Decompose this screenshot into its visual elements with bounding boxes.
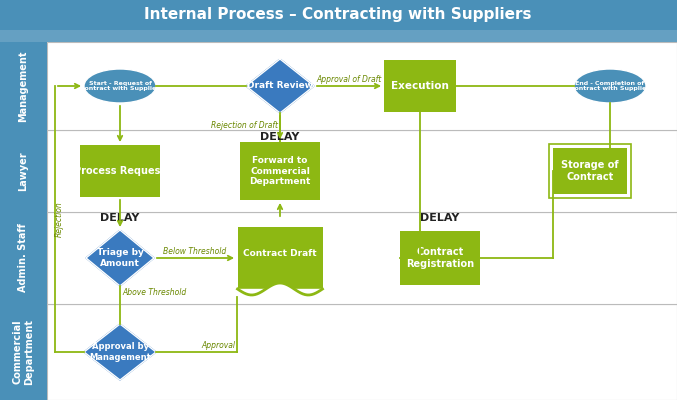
Text: Triage by
Amount: Triage by Amount: [97, 248, 144, 268]
Bar: [0, 304, 47, 400]
Text: DELAY: DELAY: [100, 213, 139, 223]
Bar: [0, 212, 47, 304]
Text: Below Threshold: Below Threshold: [163, 247, 227, 256]
Bar: [80, 145, 160, 197]
Text: Start - Request of
Contract with Supplier: Start - Request of Contract with Supplie…: [81, 81, 160, 91]
Bar: [0, 30, 677, 42]
Text: Draft Review: Draft Review: [247, 82, 313, 90]
Text: Contract Draft: Contract Draft: [243, 250, 317, 258]
Bar: [384, 60, 456, 112]
Text: Rejection: Rejection: [55, 201, 64, 237]
Bar: [47, 212, 677, 304]
Text: Forward to
Commercial
Department: Forward to Commercial Department: [249, 156, 311, 186]
Text: DELAY: DELAY: [420, 213, 460, 223]
Bar: [0, 42, 47, 130]
Text: Contract
Registration: Contract Registration: [406, 247, 474, 269]
Text: Admin. Staff: Admin. Staff: [18, 224, 28, 292]
Text: Rejection of Draft: Rejection of Draft: [211, 121, 278, 130]
Text: Approval of Draft: Approval of Draft: [316, 75, 382, 84]
Text: Internal Process – Contracting with Suppliers: Internal Process – Contracting with Supp…: [144, 8, 531, 22]
Text: Management: Management: [18, 50, 28, 122]
Text: Lawyer: Lawyer: [18, 151, 28, 191]
Polygon shape: [84, 324, 156, 380]
Ellipse shape: [84, 69, 156, 103]
Bar: [238, 227, 322, 289]
Bar: [0, 0, 677, 30]
Polygon shape: [246, 59, 314, 113]
Text: Approval: Approval: [201, 341, 235, 350]
Bar: [549, 144, 631, 198]
Bar: [553, 148, 627, 194]
Text: Approval by
Management: Approval by Management: [89, 342, 151, 362]
Text: DELAY: DELAY: [261, 132, 300, 142]
Text: Process Request: Process Request: [74, 166, 165, 176]
Ellipse shape: [574, 69, 646, 103]
Text: Storage of
Contract: Storage of Contract: [561, 160, 619, 182]
Text: Above Threshold: Above Threshold: [122, 288, 186, 297]
Polygon shape: [86, 230, 154, 286]
Bar: [400, 231, 480, 285]
Bar: [0, 130, 47, 212]
Bar: [47, 42, 677, 130]
Text: Execution: Execution: [391, 81, 449, 91]
Bar: [240, 142, 320, 200]
Bar: [47, 130, 677, 212]
Text: Commercial
Department: Commercial Department: [13, 319, 35, 385]
Text: End - Completion of
Contract with Supplier: End - Completion of Contract with Suppli…: [570, 81, 650, 91]
Bar: [47, 304, 677, 400]
